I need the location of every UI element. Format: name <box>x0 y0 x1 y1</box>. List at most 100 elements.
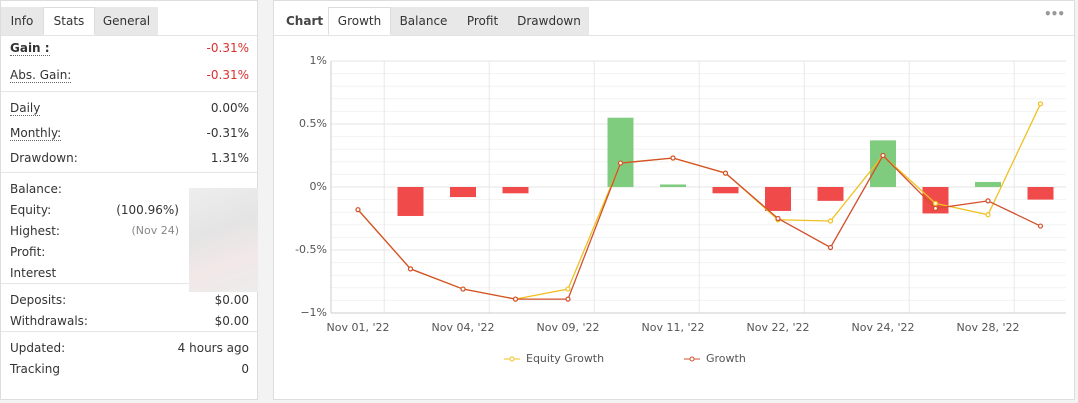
stat-label: Tracking <box>10 362 60 376</box>
stat-label: Updated: <box>10 341 66 355</box>
x-tick-label: Nov 24, '22 <box>852 321 915 334</box>
panel-title: Chart <box>274 7 336 35</box>
tab[interactable]: Profit <box>456 7 509 35</box>
legend-marker <box>689 356 695 362</box>
tab[interactable]: Stats <box>43 7 95 35</box>
stat-row: Daily 0.00% <box>10 101 249 116</box>
legend-label: Equity Growth <box>526 352 604 365</box>
stat-value: $0.00 <box>214 293 249 307</box>
menu-icon[interactable]: ••• <box>1043 7 1065 21</box>
stat-label: Balance: <box>10 182 62 196</box>
separator <box>1 331 257 332</box>
separator <box>1 283 257 284</box>
point <box>670 155 676 161</box>
tab[interactable]: Info <box>1 7 43 35</box>
stat-row: Balance: <box>10 182 249 196</box>
stat-label: Withdrawals: <box>10 314 88 328</box>
stat-label: Interest <box>10 266 57 280</box>
blurred-area <box>189 188 258 292</box>
y-tick-label: 0.5% <box>299 117 327 130</box>
y-tick-label: -0.5% <box>295 243 327 256</box>
stat-row: Highest: (Nov 24) <box>10 224 249 238</box>
series-line <box>357 154 1041 300</box>
bar <box>817 187 844 201</box>
x-tick-label: Nov 09, '22 <box>537 321 600 334</box>
tab[interactable]: Growth <box>328 7 391 35</box>
stat-row: Abs. Gain: -0.31% <box>10 68 249 83</box>
stat-label: Deposits: <box>10 293 67 307</box>
point <box>932 205 939 212</box>
stat-row: Tracking 0 <box>10 362 249 376</box>
y-tick-label: 1% <box>310 54 327 67</box>
tab-bar: Info Stats General <box>1 1 257 36</box>
stat-label: Abs. Gain: <box>10 68 72 83</box>
bar <box>1027 187 1054 200</box>
point <box>985 198 991 204</box>
stat-label: Daily <box>10 101 41 116</box>
stat-row: Profit: <box>10 245 249 259</box>
bar <box>712 187 739 194</box>
point <box>827 244 834 251</box>
stat-label: Monthly: <box>10 126 62 141</box>
tab[interactable]: General <box>95 7 158 35</box>
stat-value: 4 hours ago <box>177 341 249 355</box>
x-tick-label: Nov 11, '22 <box>642 321 705 334</box>
chart-panel: −1% -0.5% 0% 0.5% 1% Nov 01, '22 Nov 04, '22 No… <box>273 0 1075 400</box>
y-tick-label: 0% <box>310 180 327 193</box>
legend-marker <box>509 356 515 362</box>
y-tick-label: −1% <box>300 306 327 319</box>
separator <box>1 91 257 92</box>
bar <box>975 181 1001 187</box>
x-tick-label: Nov 04, '22 <box>432 321 495 334</box>
x-tick-label: Nov 01, '22 <box>327 321 390 334</box>
point <box>722 170 729 176</box>
stat-value: $0.00 <box>214 314 249 328</box>
point <box>565 296 571 302</box>
stat-label: Drawdown: <box>10 151 78 165</box>
x-tick-label: Nov 22, '22 <box>747 321 810 334</box>
stat-value: -0.31% <box>206 41 249 55</box>
bar <box>765 187 791 211</box>
stat-row: Withdrawals: $0.00 <box>10 314 249 328</box>
bar <box>502 187 529 194</box>
tab[interactable]: Drawdown <box>509 7 589 35</box>
stat-row: Deposits: $0.00 <box>10 293 249 307</box>
stats-panel: InfoStatsGeneralStats Gain :-0.31% Abs. Ga… <box>0 0 258 400</box>
separator <box>1 172 257 173</box>
point <box>407 266 414 272</box>
point <box>460 286 466 292</box>
bar <box>607 117 634 187</box>
stat-label: Highest: <box>10 224 60 238</box>
stat-row: Drawdown: 1.31% <box>10 151 249 165</box>
point <box>1037 223 1044 229</box>
point <box>775 215 781 222</box>
point <box>985 212 991 218</box>
stat-label: Equity: <box>10 203 52 217</box>
stat-value: -0.31% <box>206 126 249 140</box>
tab[interactable]: Balance <box>391 7 456 35</box>
point <box>617 160 624 166</box>
stat-row: Equity: (100.96%) <box>10 203 249 217</box>
bar <box>660 184 686 187</box>
stat-row: Updated: 4 hours ago <box>10 341 249 355</box>
stat-value: (Nov 24) <box>131 224 179 237</box>
stat-row: Interest <box>10 266 249 280</box>
chart: −1% -0.5% 0% 0.5% 1% Nov 01, '22 Nov 04, '22 No… <box>295 54 1066 365</box>
stat-value: 0.00% <box>210 101 249 115</box>
bar <box>450 187 476 198</box>
tab-bar: Chart Growth Balance Profit Drawdown <box>274 1 1074 36</box>
stat-row: Gain : -0.31% <box>10 41 249 56</box>
x-tick-label: Nov 28, '22 <box>957 321 1020 334</box>
stat-value: (100.96%) <box>116 203 179 217</box>
stat-value: 0 <box>241 362 249 376</box>
stat-label: Profit: <box>10 245 46 259</box>
point <box>355 207 361 213</box>
bar <box>397 187 424 216</box>
point <box>932 200 939 206</box>
stat-row: Monthly: -0.31% <box>10 126 249 141</box>
stat-value: 1.31% <box>210 151 249 165</box>
point <box>827 218 834 224</box>
stat-value: -0.31% <box>206 68 249 82</box>
point <box>565 286 571 292</box>
